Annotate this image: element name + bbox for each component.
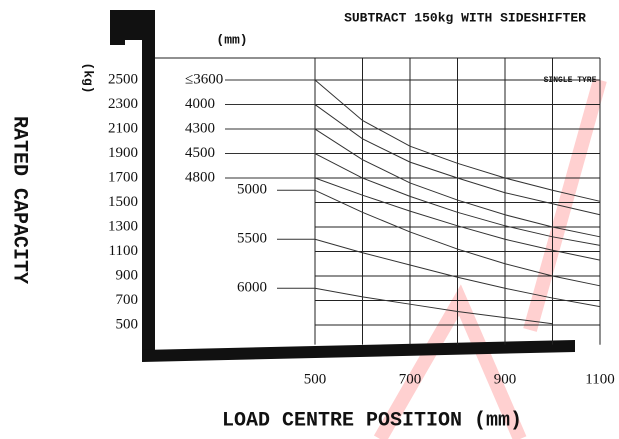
y-tick-label: 2500 [108, 71, 138, 87]
watermark-stroke [373, 284, 527, 439]
annotation: SINGLE TYRE [544, 76, 597, 85]
series-label: 4500 [185, 145, 215, 161]
y-tick-label: 1500 [108, 194, 138, 210]
y-axis-label: RATED CAPACITY [8, 116, 31, 284]
watermark [373, 78, 607, 439]
x-tick-label: 700 [399, 371, 422, 387]
frame-bottom [142, 340, 575, 362]
y-unit: (kg) [81, 62, 96, 93]
y-tick-label: 1700 [108, 169, 138, 185]
capacity-curve [314, 238, 601, 308]
series-label: 4300 [185, 120, 215, 136]
watermark-stroke [523, 78, 607, 332]
series-label: 5500 [237, 231, 267, 247]
y-tick-label: 900 [116, 267, 139, 283]
x-tick-label: 500 [304, 371, 327, 387]
frame-left [110, 10, 155, 360]
y-tick-label: 1100 [109, 243, 138, 259]
capacity-curve [314, 189, 601, 287]
capacity-curve [314, 287, 553, 325]
capacity-curve [314, 153, 601, 246]
series-label: 4000 [185, 96, 215, 112]
capacity-curve [314, 128, 601, 238]
series-label: 5000 [237, 182, 267, 198]
capacity-curve [314, 104, 601, 216]
series-label: 6000 [237, 280, 267, 296]
y-tick-label: 1900 [108, 145, 138, 161]
series-label: ≤3600 [185, 71, 223, 87]
series-label: 4800 [185, 169, 215, 185]
x-unit: (mm) [216, 32, 247, 47]
x-axis-label: LOAD CENTRE POSITION (mm) [222, 409, 522, 432]
y-tick-label: 700 [116, 292, 139, 308]
y-tick-label: 2100 [108, 120, 138, 136]
y-tick-label: 500 [116, 316, 139, 332]
capacity-curve [314, 79, 601, 202]
x-tick-label: 900 [494, 371, 517, 387]
y-tick-label: 1300 [108, 218, 138, 234]
capacity-curve [314, 177, 601, 261]
chart-title: SUBTRACT 150kg WITH SIDESHIFTER [344, 10, 586, 25]
x-tick-label: 1100 [585, 371, 614, 387]
y-tick-label: 2300 [108, 96, 138, 112]
